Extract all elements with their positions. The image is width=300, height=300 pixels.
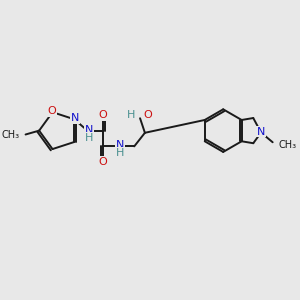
Text: H: H bbox=[116, 148, 124, 158]
Text: CH₃: CH₃ bbox=[2, 130, 20, 140]
Text: H: H bbox=[127, 110, 135, 120]
Text: O: O bbox=[99, 110, 108, 120]
Text: CH₃: CH₃ bbox=[278, 140, 297, 150]
Text: O: O bbox=[47, 106, 56, 116]
Text: O: O bbox=[99, 157, 108, 167]
Text: N: N bbox=[116, 140, 124, 150]
Text: N: N bbox=[257, 127, 265, 136]
Text: O: O bbox=[143, 110, 152, 120]
Text: N: N bbox=[85, 125, 93, 135]
Text: N: N bbox=[71, 113, 79, 123]
Text: H: H bbox=[85, 133, 93, 142]
